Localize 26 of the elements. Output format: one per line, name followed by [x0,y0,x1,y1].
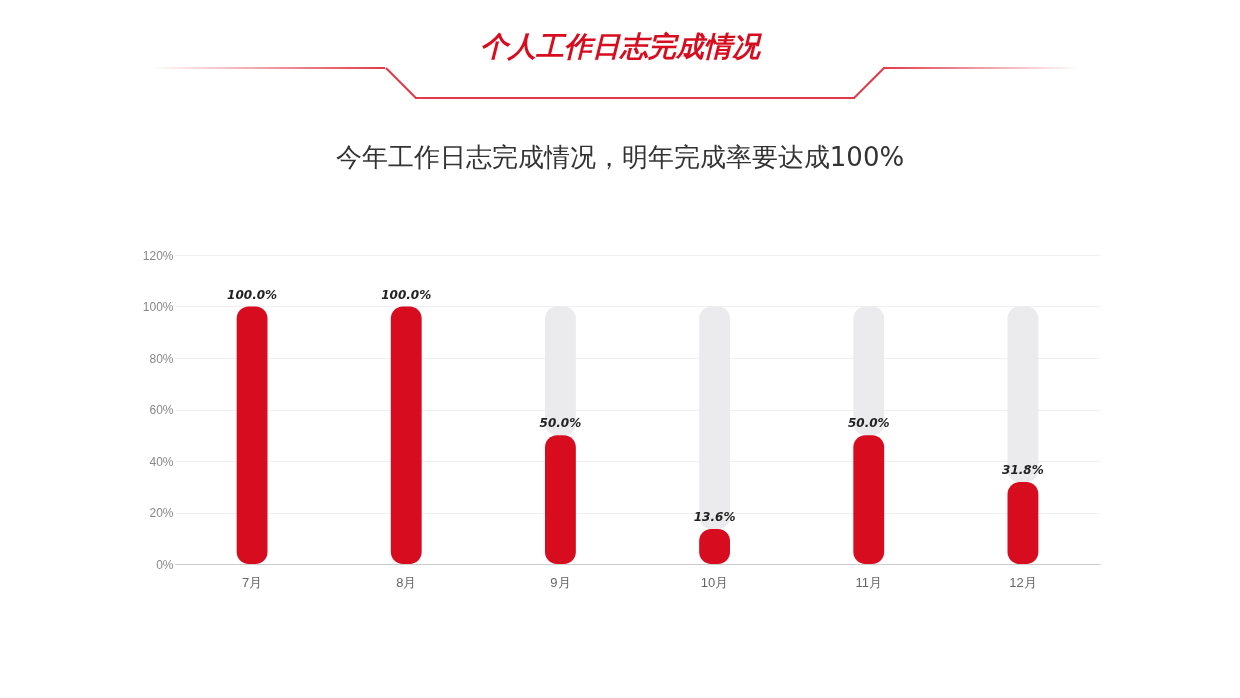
bar [1007,482,1039,564]
chart-title: 个人工作日志完成情况 [479,29,763,65]
chart-subtitle: 今年工作日志完成情况，明年完成率要达成100% [334,141,906,174]
data-label: 31.8% [1002,463,1044,478]
bar [390,306,422,564]
y-tick-label: 60% [149,403,174,417]
y-tick-label: 80% [149,351,174,366]
y-tick-label: 100% [142,300,174,314]
bar [236,306,268,564]
y-tick-label: 20% [149,506,174,520]
bar [545,435,576,564]
y-tick-label: 0% [156,557,174,572]
data-label: 50.0% [847,416,890,431]
data-label: 13.6% [693,509,736,524]
bar [853,435,885,564]
x-tick-label: 12月 [1009,574,1037,590]
y-tick-label: 120% [142,248,174,263]
y-tick-label: 40% [149,454,174,469]
x-tick-label: 8月 [396,574,417,590]
x-tick-label: 7月 [241,574,263,590]
data-label: 50.0% [539,416,582,431]
data-label: 100.0% [227,287,278,302]
x-tick-label: 11月 [855,574,882,590]
data-label: 100.0% [381,287,432,302]
x-tick-label: 9月 [550,574,571,590]
x-tick-label: 10月 [700,574,729,590]
